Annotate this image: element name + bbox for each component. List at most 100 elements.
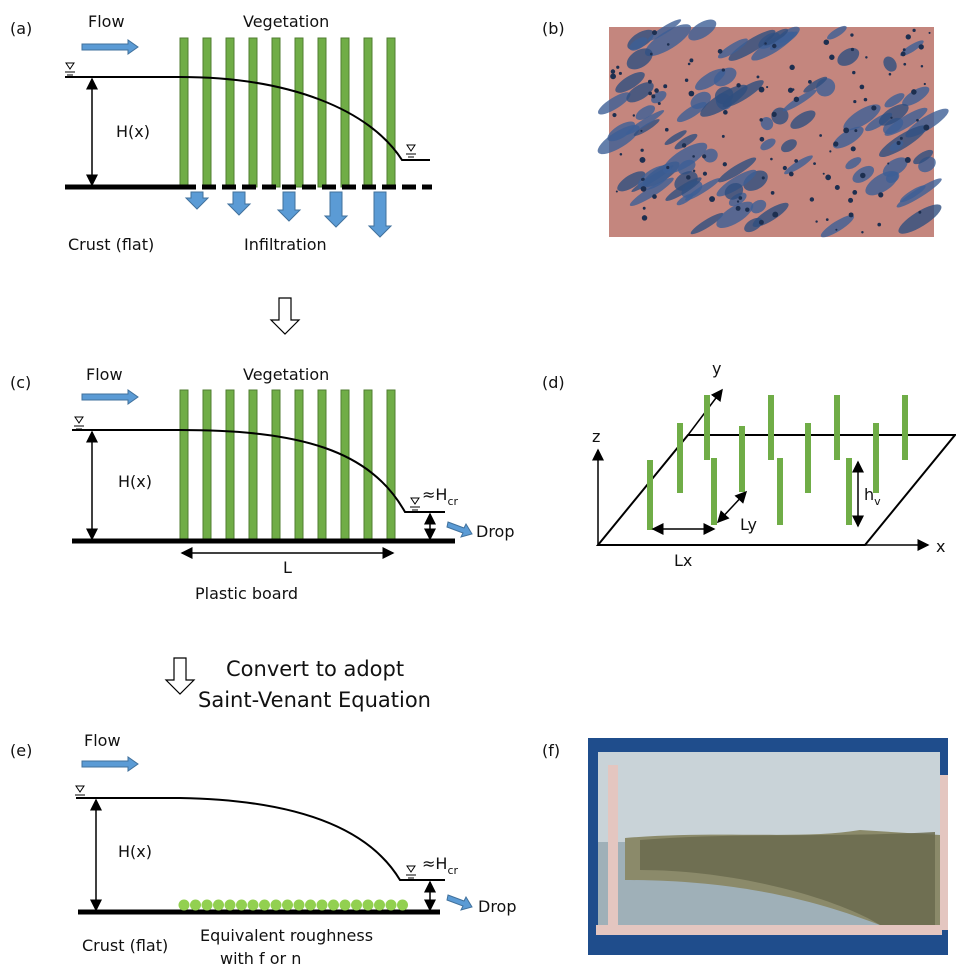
- vegetation-patch: [832, 126, 864, 149]
- depth-label: H(x): [116, 122, 150, 141]
- depth-label: H(x): [118, 842, 152, 861]
- axis-label: y: [712, 359, 721, 378]
- panel-label: (d): [542, 373, 565, 392]
- shrub: [896, 141, 901, 146]
- shrub: [903, 62, 907, 66]
- vegetation-stem: [647, 460, 653, 530]
- vegetation-patch: [644, 24, 692, 57]
- vegetation-stem: [248, 389, 258, 541]
- vegetation-patch: [913, 149, 934, 165]
- shrub: [681, 143, 687, 148]
- shrub: [823, 39, 830, 45]
- shrub: [639, 156, 646, 163]
- shrub: [652, 194, 657, 199]
- vegetation-patch: [626, 48, 653, 70]
- vegetation-patch: [647, 19, 682, 42]
- vegetation-patch: [717, 38, 748, 59]
- shrub: [640, 148, 644, 152]
- vegetation-patch: [724, 182, 744, 200]
- vegetation-patch: [884, 107, 928, 136]
- vegetation-stem: [677, 423, 683, 493]
- shrub: [865, 56, 868, 59]
- roughness-element: [282, 899, 293, 911]
- infiltration-arrow: [323, 191, 349, 228]
- drop-label: Drop: [478, 897, 517, 916]
- vegetation-stem: [704, 395, 710, 460]
- shrub: [709, 196, 716, 203]
- vegetation-patch: [865, 171, 899, 196]
- shrub: [878, 192, 884, 198]
- shrub: [735, 205, 741, 211]
- shrub: [887, 162, 890, 165]
- shrub: [642, 206, 646, 210]
- roughness-element: [178, 899, 190, 911]
- shrub: [632, 114, 636, 117]
- vegetation-patch: [607, 121, 635, 142]
- vegetation-patch: [674, 133, 698, 150]
- vegetation-patch: [633, 119, 660, 136]
- vegetation-patch: [625, 110, 665, 135]
- shrub: [610, 69, 616, 74]
- roughness-element: [339, 899, 351, 911]
- shrub: [756, 75, 760, 79]
- shrub: [688, 90, 695, 97]
- shrub: [852, 189, 858, 195]
- shrub: [615, 190, 618, 193]
- vegetation-stem: [363, 37, 373, 188]
- water-symbol: [410, 497, 420, 505]
- shrub: [900, 51, 906, 57]
- infiltration-arrow: [367, 191, 393, 238]
- vegetation-stem: [294, 389, 304, 541]
- vegetation-patch: [617, 171, 646, 192]
- vegetation-patch: [629, 37, 648, 51]
- process-arrow: [269, 297, 301, 335]
- shrub: [853, 100, 857, 104]
- shrub: [689, 58, 694, 63]
- vegetation-patch: [883, 56, 897, 72]
- panel-label: (e): [10, 741, 32, 760]
- conversion-text: Convert to adopt: [226, 657, 404, 681]
- shrub: [758, 86, 765, 93]
- vegetation-patch: [716, 201, 754, 229]
- flume-post: [608, 765, 618, 930]
- water-symbol: [406, 144, 416, 152]
- vegetation-patch: [878, 103, 909, 126]
- height-label: hv: [864, 485, 881, 508]
- vegetation-patch: [637, 165, 672, 191]
- water-symbol: [65, 62, 75, 70]
- shrub: [736, 200, 740, 203]
- infiltration-arrow: [276, 191, 302, 222]
- vegetation-patch: [784, 155, 813, 175]
- height-sub: v: [874, 495, 881, 508]
- shrub: [610, 73, 616, 80]
- vegetation-stem: [317, 389, 327, 541]
- conversion-text: Saint-Venant Equation: [198, 688, 431, 712]
- vegetation-patch: [896, 178, 942, 208]
- drop-arrow: [446, 894, 473, 911]
- flume-post: [940, 775, 948, 930]
- shrub: [717, 48, 723, 54]
- vegetation-patch: [626, 82, 654, 103]
- shrub: [663, 84, 668, 89]
- shrub: [652, 30, 658, 36]
- shrub: [616, 65, 620, 69]
- shrub: [684, 78, 689, 82]
- infiltration-label: Infiltration: [244, 235, 327, 254]
- vegetation-stem: [271, 389, 281, 541]
- water-symbol: [74, 416, 84, 424]
- roughness-element: [397, 899, 408, 911]
- shrub: [923, 124, 930, 131]
- shrub: [825, 174, 831, 181]
- panel-label: (a): [10, 19, 32, 38]
- vegetation-patch: [695, 68, 726, 91]
- flume-vegetation: [640, 832, 935, 925]
- vegetation-patch: [688, 19, 717, 41]
- water-surface: [72, 429, 445, 513]
- shrub: [764, 42, 767, 45]
- vegetation-patch: [750, 199, 767, 214]
- water-surface: [76, 797, 445, 881]
- shrub: [843, 127, 850, 134]
- roughness-element: [201, 899, 213, 911]
- shrub: [619, 152, 623, 156]
- shrub: [859, 84, 865, 90]
